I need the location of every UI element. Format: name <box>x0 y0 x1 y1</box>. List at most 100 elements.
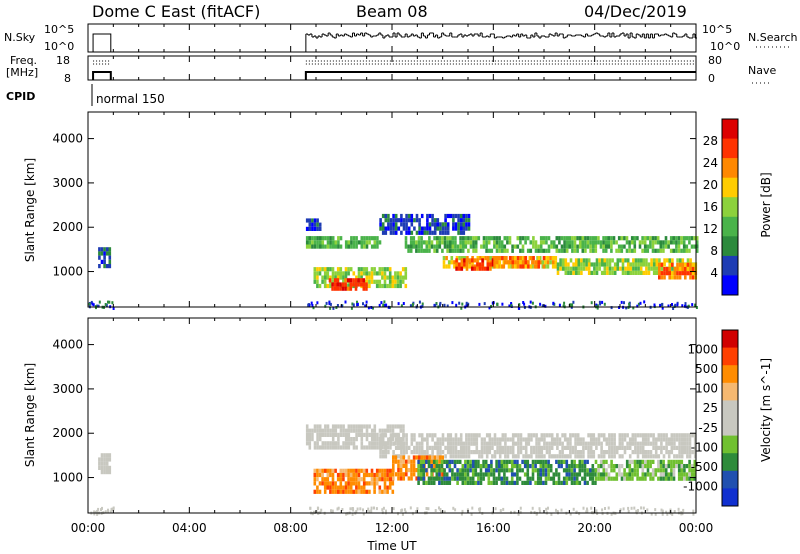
data-cell <box>415 230 419 235</box>
data-cell <box>579 454 583 459</box>
data-cell <box>538 256 542 261</box>
data-cell <box>470 258 474 263</box>
freq-unit-label: [MHz] <box>6 66 38 79</box>
data-cell <box>410 222 414 227</box>
data-cell <box>498 256 502 261</box>
data-cell <box>323 279 327 284</box>
near-range-cell <box>684 302 687 306</box>
data-cell <box>651 236 655 241</box>
data-cell <box>488 450 492 455</box>
data-cell <box>680 437 684 442</box>
data-cell <box>683 437 687 442</box>
data-cell <box>417 472 420 477</box>
data-cell <box>318 240 322 245</box>
data-cell <box>305 424 309 429</box>
data-cell <box>103 461 106 466</box>
near-range-cell <box>628 304 631 308</box>
data-cell <box>517 441 520 446</box>
data-cell <box>523 480 527 485</box>
data-cell <box>644 454 648 459</box>
data-cell <box>443 240 447 245</box>
data-cell <box>591 236 595 241</box>
data-cell <box>355 477 358 482</box>
data-cell <box>594 248 598 253</box>
data-cell <box>633 459 637 464</box>
data-cell <box>608 445 611 450</box>
data-cell <box>316 218 319 223</box>
data-cell <box>683 464 686 469</box>
data-cell <box>597 476 600 481</box>
data-cell <box>649 244 652 249</box>
data-cell <box>610 244 613 249</box>
data-cell <box>452 226 455 231</box>
data-cell <box>405 218 408 223</box>
data-cell <box>333 286 337 291</box>
data-cell <box>482 459 485 464</box>
data-cell <box>511 244 514 249</box>
data-cell <box>578 464 582 469</box>
data-cell <box>355 275 358 280</box>
data-cell <box>461 476 465 481</box>
data-cell <box>433 455 437 460</box>
near-range-cell <box>627 506 630 510</box>
data-cell <box>657 459 660 464</box>
data-cell <box>607 464 611 469</box>
y-tick-label: 4000 <box>52 338 83 352</box>
colorbar-swatch <box>722 138 738 159</box>
data-cell <box>316 485 319 490</box>
data-cell <box>402 433 406 438</box>
data-cell <box>562 468 566 473</box>
data-cell <box>445 264 448 269</box>
data-cell <box>451 248 455 253</box>
data-cell <box>436 222 440 227</box>
data-cell <box>617 244 621 249</box>
data-cell <box>561 266 565 271</box>
near-range-cell <box>550 512 553 516</box>
data-cell <box>462 218 466 223</box>
data-cell <box>445 472 449 477</box>
data-cell <box>383 275 387 280</box>
data-cell <box>391 489 395 494</box>
data-cell <box>412 455 416 460</box>
data-cell <box>318 445 322 450</box>
data-cell <box>518 476 522 481</box>
data-cell <box>565 476 569 481</box>
data-cell <box>618 437 622 442</box>
data-cell <box>331 279 335 284</box>
data-cell <box>671 275 674 280</box>
near-range-cell <box>381 508 384 512</box>
data-cell <box>498 248 501 253</box>
data-cell <box>313 489 317 494</box>
data-cell <box>378 271 382 276</box>
data-cell <box>415 244 418 249</box>
data-cell <box>387 450 390 455</box>
nave-tick-top: 80 <box>708 54 722 67</box>
data-cell <box>422 459 426 464</box>
data-cell <box>631 472 634 477</box>
data-cell <box>549 464 553 469</box>
data-cell <box>407 226 411 231</box>
near-range-cell <box>560 508 563 512</box>
near-range-cell <box>311 304 314 307</box>
data-cell <box>526 472 530 477</box>
data-cell <box>419 464 423 469</box>
data-cell <box>431 450 434 455</box>
data-cell <box>413 218 416 223</box>
data-cell <box>339 267 343 272</box>
data-cell <box>475 441 479 446</box>
data-cell <box>342 485 345 490</box>
data-cell <box>569 441 572 446</box>
data-cell <box>459 437 463 442</box>
data-cell <box>540 437 544 442</box>
data-cell <box>461 244 465 249</box>
data-cell <box>475 433 479 438</box>
near-range-cell <box>531 506 534 510</box>
near-range-cell <box>635 509 638 513</box>
near-range-cell <box>562 304 565 308</box>
data-cell <box>545 236 548 241</box>
data-cell <box>465 454 468 459</box>
data-cell <box>652 437 655 442</box>
data-cell <box>419 468 423 473</box>
data-cell <box>417 459 420 464</box>
